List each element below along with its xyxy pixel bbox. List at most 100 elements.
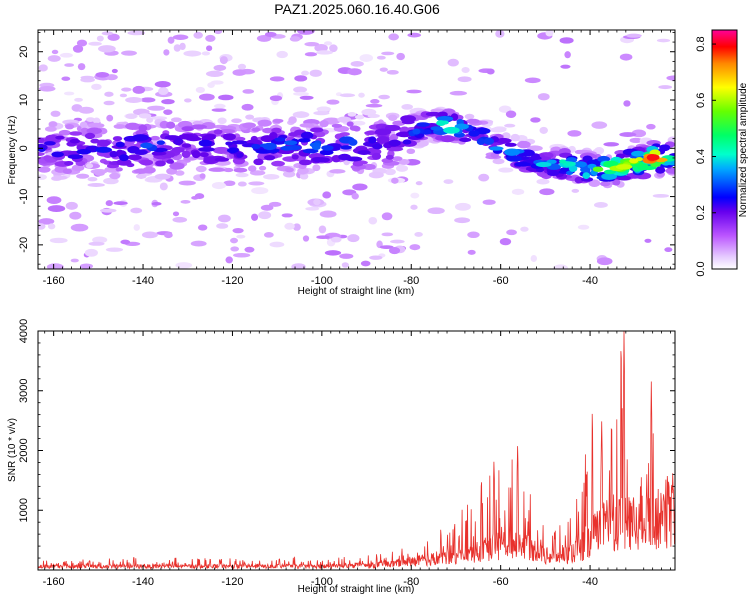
- spectrogram-noise-blob: [359, 54, 374, 62]
- spectrogram-ridge-blob: [62, 168, 72, 174]
- spectrogram-ridge-blob: [510, 133, 520, 142]
- spectrogram-ridge-blob: [272, 118, 284, 123]
- spectrogram-ridge-blob: [430, 126, 443, 131]
- spectrogram-noise-blob: [125, 97, 143, 104]
- spectrogram-ridge-blob: [138, 113, 152, 119]
- spectrogram-ridge-blob: [552, 146, 561, 152]
- spectrogram-noise-blob: [127, 30, 146, 36]
- spectrogram-noise-blob: [368, 216, 378, 225]
- spectrogram-noise-blob: [316, 106, 331, 112]
- spectrogram-ridge-blob: [271, 127, 282, 134]
- spectrogram-noise-blob: [447, 58, 459, 67]
- spectrogram-ridge-blob: [374, 128, 392, 136]
- spectrogram-noise-blob: [140, 97, 156, 103]
- spectrogram-ridge-blob: [615, 164, 633, 170]
- spectrogram-ridge-blob: [573, 161, 587, 168]
- spectrogram-ridge-blob: [574, 149, 584, 155]
- spectrogram-ridge-blob: [495, 137, 512, 144]
- spectrogram-x-tick-label: -160: [43, 275, 65, 287]
- spectrogram-ridge-blob: [69, 131, 83, 136]
- chart-title: PAZ1.2025.060.16.40.G06: [274, 1, 440, 17]
- spectrogram-noise-blob: [147, 105, 166, 111]
- spectrogram-noise-blob: [414, 231, 423, 237]
- spectrogram-noise-blob: [415, 181, 423, 186]
- spectrogram-ridge-blob: [454, 123, 469, 130]
- spectrogram-ridge-blob: [368, 171, 384, 179]
- spectrogram-ridge-blob: [603, 169, 616, 175]
- spectrogram-ridge-blob: [284, 167, 294, 173]
- spectrogram-y-tick-label: 0: [18, 145, 30, 151]
- spectrogram-noise-blob: [305, 206, 320, 211]
- spectrogram-ridge-blob: [52, 175, 68, 180]
- spectrogram-noise-blob: [121, 87, 132, 92]
- spectrogram-noise-blob: [61, 76, 71, 81]
- snr-y-tick-label: 4000: [18, 319, 30, 343]
- spectrogram-noise-blob: [258, 211, 272, 220]
- snr-y-tick-label: 3000: [18, 379, 30, 403]
- spectrogram-noise-blob: [511, 188, 525, 195]
- spectrogram-ridge-blob: [535, 162, 552, 168]
- spectrogram-noise-blob: [386, 69, 399, 75]
- spectrogram-ridge-blob: [300, 131, 314, 140]
- spectrogram-noise-blob: [326, 99, 340, 105]
- spectrogram-ridge-blob: [146, 117, 154, 123]
- spectrogram-noise-blob: [376, 55, 386, 60]
- spectrogram-noise-blob: [217, 214, 231, 223]
- spectrogram-noise-blob: [172, 216, 188, 223]
- spectrogram-noise-blob: [46, 196, 62, 205]
- spectrogram-ridge-blob: [142, 166, 156, 174]
- spectrogram-noise-blob: [478, 173, 490, 182]
- spectrogram-ridge-blob: [260, 135, 275, 143]
- spectrogram-noise-blob: [269, 241, 285, 248]
- spectrogram-noise-blob: [198, 93, 215, 101]
- spectrogram-noise-blob: [201, 51, 211, 56]
- spectrogram-noise-blob: [619, 53, 633, 61]
- spectrogram-noise-blob: [72, 44, 84, 53]
- spectrogram-ridge-blob: [38, 137, 45, 144]
- spectrogram-noise-blob: [304, 42, 320, 47]
- spectrogram-noise-blob: [95, 72, 110, 78]
- spectrogram-noise-blob: [219, 56, 228, 65]
- spectrogram-ridge-blob: [367, 113, 380, 119]
- spectrogram-noise-blob: [251, 213, 259, 221]
- spectrogram-noise-blob: [658, 85, 673, 90]
- spectrogram-noise-blob: [564, 51, 571, 59]
- spectrogram-ridge-blob: [79, 121, 88, 128]
- spectrogram-noise-blob: [467, 231, 480, 239]
- spectrogram-ridge-blob: [173, 138, 184, 146]
- spectrogram-ridge-blob: [514, 162, 531, 167]
- spectrogram-noise-blob: [74, 97, 83, 102]
- spectrogram-noise-blob: [347, 234, 360, 243]
- spectrogram-ridge-blob: [258, 165, 267, 171]
- spectrogram-ridge-blob: [368, 136, 377, 144]
- spectrogram-noise-blob: [666, 75, 675, 81]
- spectrogram-ridge-blob: [629, 158, 639, 164]
- spectrogram-ridge-blob: [192, 120, 204, 126]
- spectrogram-noise-blob: [197, 224, 208, 231]
- spectrogram-noise-blob: [242, 89, 255, 94]
- spectrogram-noise-blob: [505, 110, 517, 118]
- spectrogram-noise-blob: [664, 247, 673, 253]
- spectrogram-noise-blob: [504, 123, 516, 128]
- spectrogram-ridge-blob: [592, 166, 604, 172]
- spectrogram-noise-blob: [443, 179, 454, 184]
- spectrogram-ridge-blob: [223, 167, 234, 173]
- spectrogram-noise-blob: [352, 120, 366, 126]
- spectrogram-y-tick-label: -20: [18, 237, 30, 253]
- spectrogram-ridge-blob: [69, 138, 81, 144]
- spectrogram-ridge-blob: [51, 151, 64, 158]
- spectrogram-noise-blob: [233, 252, 251, 258]
- spectrogram-noise-blob: [360, 260, 371, 267]
- spectrogram-noise-blob: [537, 93, 550, 101]
- spectrogram-ridge-blob: [245, 114, 255, 120]
- spectrogram-noise-blob: [656, 38, 671, 43]
- spectrogram-noise-blob: [289, 36, 301, 42]
- spectrogram-noise-blob: [545, 30, 554, 37]
- colorbar-tick-label: 0.0: [695, 261, 707, 276]
- spectrogram-ridge-blob: [132, 134, 149, 141]
- spectrogram-noise-blob: [191, 195, 199, 200]
- snr-x-tick-label: -120: [221, 576, 243, 588]
- spectrogram-noise-blob: [297, 30, 315, 35]
- spectrogram-ridge-blob: [371, 152, 382, 160]
- spectrogram-ridge-blob: [498, 167, 514, 173]
